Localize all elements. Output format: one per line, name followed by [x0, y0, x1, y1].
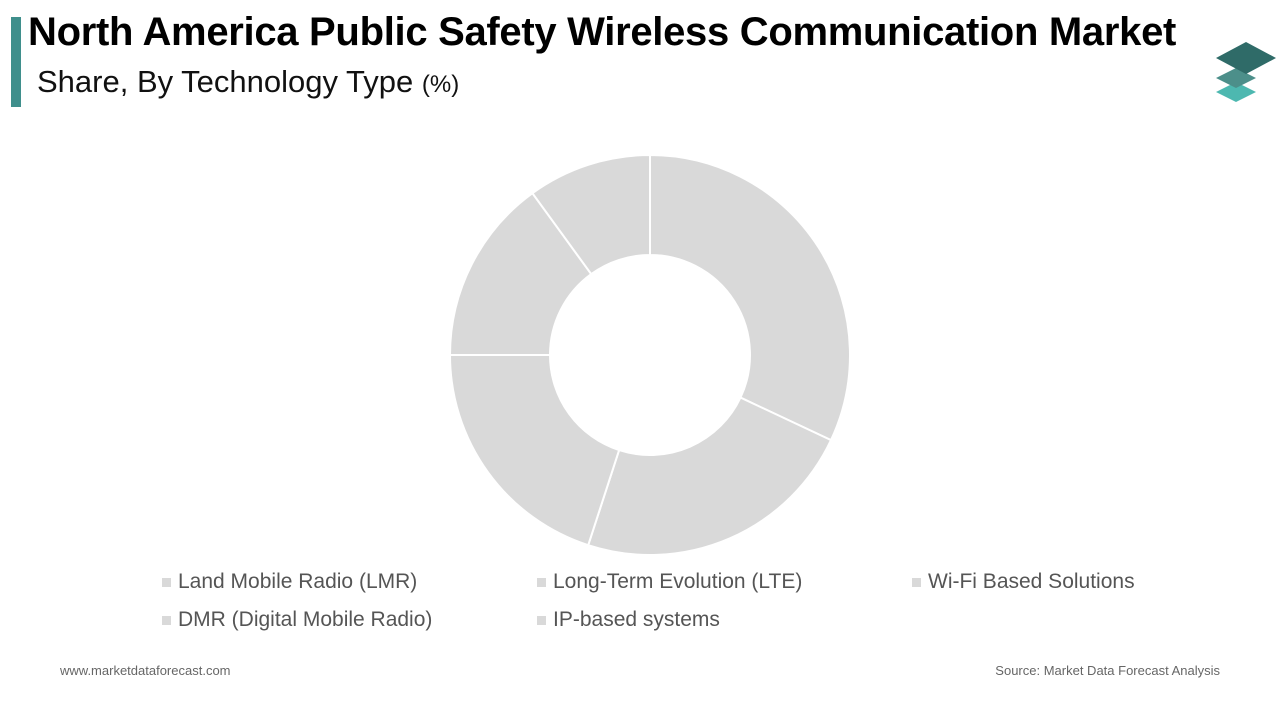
subtitle-unit: (%)	[421, 71, 460, 98]
chart-title: North America Public Safety Wireless Com…	[28, 10, 1177, 54]
legend-label: Long-Term Evolution (LTE)	[553, 570, 803, 593]
legend-label: Land Mobile Radio (LMR)	[178, 570, 418, 593]
donut-slice-1	[649, 153, 851, 442]
stacked-layers-logo-icon	[1216, 42, 1276, 102]
source-note: Source: Market Data Forecast Analysis	[995, 663, 1220, 678]
legend-label: IP-based systems	[553, 608, 720, 631]
legend-swatch	[537, 577, 546, 587]
legend-item: Long-Term Evolution (LTE)	[537, 570, 802, 594]
legend-swatch	[162, 615, 171, 625]
title-accent-bar	[11, 17, 21, 107]
donut-slice-3	[448, 354, 621, 547]
website-url: www.marketdataforecast.com	[60, 663, 231, 678]
legend-item: DMR (Digital Mobile Radio)	[162, 608, 432, 632]
legend-swatch	[537, 615, 546, 625]
legend-label: Wi-Fi Based Solutions	[928, 570, 1135, 593]
legend-item: IP-based systems	[537, 608, 720, 632]
donut-slice-2	[586, 396, 833, 556]
legend-item: Wi-Fi Based Solutions	[912, 570, 1135, 594]
subtitle-text: Share, By Technology Type	[37, 64, 414, 99]
legend-swatch	[912, 577, 921, 587]
legend-swatch	[162, 577, 171, 587]
legend-label: DMR (Digital Mobile Radio)	[178, 608, 433, 631]
chart-subtitle: Share, By Technology Type (%)	[37, 64, 459, 100]
legend-item: Land Mobile Radio (LMR)	[162, 570, 417, 594]
donut-chart	[448, 153, 851, 556]
donut-slice-5	[531, 153, 651, 276]
